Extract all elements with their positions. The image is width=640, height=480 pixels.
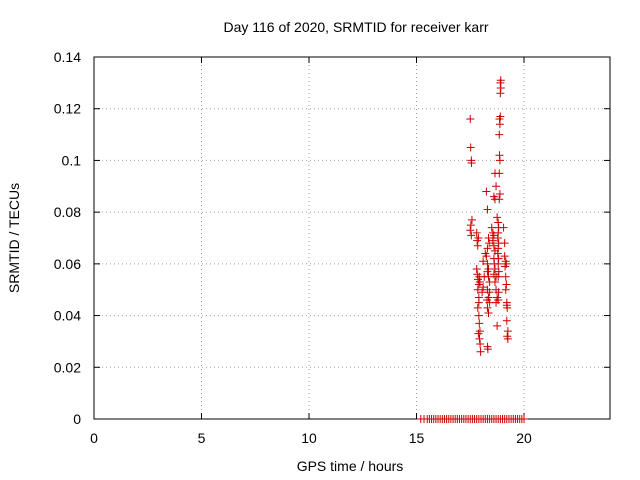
data-point xyxy=(494,272,503,281)
x-axis-ticks: 0 5 10 15 20 xyxy=(90,57,532,446)
data-point xyxy=(476,340,485,349)
data-point xyxy=(479,257,488,266)
data-point xyxy=(502,280,511,289)
data-point xyxy=(467,215,476,224)
y-tick-label: 0.06 xyxy=(54,256,81,272)
x-tick-label: 10 xyxy=(301,430,317,446)
data-point xyxy=(503,334,512,343)
data-point xyxy=(474,298,483,307)
data-point xyxy=(476,347,485,356)
data-point xyxy=(482,187,491,196)
data-point xyxy=(494,259,503,268)
data-point xyxy=(495,130,504,139)
data-point xyxy=(466,221,475,230)
y-tick-label: 0.12 xyxy=(54,101,81,117)
data-point xyxy=(484,234,493,242)
data-point xyxy=(483,296,492,305)
y-tick-label: 0.04 xyxy=(54,308,81,324)
x-tick-label: 15 xyxy=(409,430,425,446)
x-axis-label: GPS time / hours xyxy=(297,458,404,474)
data-point xyxy=(489,241,498,250)
data-point xyxy=(466,226,475,235)
data-point xyxy=(520,415,528,423)
data-point xyxy=(488,236,497,245)
data-point xyxy=(499,223,508,232)
y-tick-label: 0.14 xyxy=(54,49,81,65)
chart-title: Day 116 of 2020, SRMTID for receiver kar… xyxy=(223,19,488,35)
data-point xyxy=(500,252,509,261)
data-point xyxy=(492,182,501,191)
data-point xyxy=(501,272,510,281)
y-tick-label: 0 xyxy=(73,411,81,427)
data-point xyxy=(466,143,475,152)
grid-lines xyxy=(94,57,610,419)
y-axis-ticks: 0 0.02 0.04 0.06 0.08 0.1 0.12 0.14 xyxy=(54,49,610,427)
data-point xyxy=(483,259,492,268)
data-point xyxy=(466,115,475,124)
data-point xyxy=(495,151,504,160)
data-point xyxy=(494,288,503,297)
plot-frame xyxy=(93,56,611,420)
data-point xyxy=(473,241,482,250)
data-point xyxy=(472,228,481,237)
data-point xyxy=(494,267,503,276)
data-point xyxy=(495,190,504,199)
data-point xyxy=(467,159,476,168)
data-point xyxy=(495,169,504,178)
data-point xyxy=(475,277,484,286)
data-point xyxy=(487,223,496,232)
scatter-points xyxy=(416,76,528,423)
data-point xyxy=(485,288,494,297)
data-point xyxy=(475,334,484,343)
y-tick-label: 0.08 xyxy=(54,204,81,220)
data-point xyxy=(496,76,505,85)
data-point xyxy=(483,303,492,312)
data-point xyxy=(473,303,482,312)
data-point xyxy=(502,316,511,325)
data-point xyxy=(495,115,504,124)
data-point xyxy=(493,249,502,258)
data-point xyxy=(483,205,492,214)
data-point xyxy=(482,252,491,261)
data-point xyxy=(474,329,483,338)
data-point xyxy=(493,321,502,330)
data-point xyxy=(479,283,488,292)
data-point xyxy=(483,244,492,253)
data-point xyxy=(501,285,510,294)
data-point xyxy=(473,285,482,294)
x-tick-label: 5 xyxy=(198,430,206,446)
data-point xyxy=(474,311,483,320)
data-point xyxy=(484,308,493,317)
data-point xyxy=(484,272,493,281)
y-tick-label: 0.02 xyxy=(54,359,81,375)
data-point xyxy=(475,319,484,328)
data-point xyxy=(500,239,509,248)
data-point xyxy=(502,259,511,268)
data-point xyxy=(474,234,483,242)
y-tick-label: 0.1 xyxy=(62,152,82,168)
data-point xyxy=(493,234,502,242)
data-point xyxy=(495,195,504,204)
x-tick-label: 0 xyxy=(90,430,98,446)
data-point xyxy=(483,267,492,276)
data-point xyxy=(502,301,511,310)
data-point xyxy=(494,296,503,305)
data-point xyxy=(472,265,481,274)
data-point xyxy=(490,277,499,286)
data-point xyxy=(493,213,502,222)
data-point xyxy=(483,345,492,354)
data-point xyxy=(478,288,487,297)
data-point xyxy=(503,327,512,336)
x-tick-label: 20 xyxy=(516,430,532,446)
data-point xyxy=(467,231,476,240)
y-axis-label: SRMTID / TECUs xyxy=(6,183,22,293)
